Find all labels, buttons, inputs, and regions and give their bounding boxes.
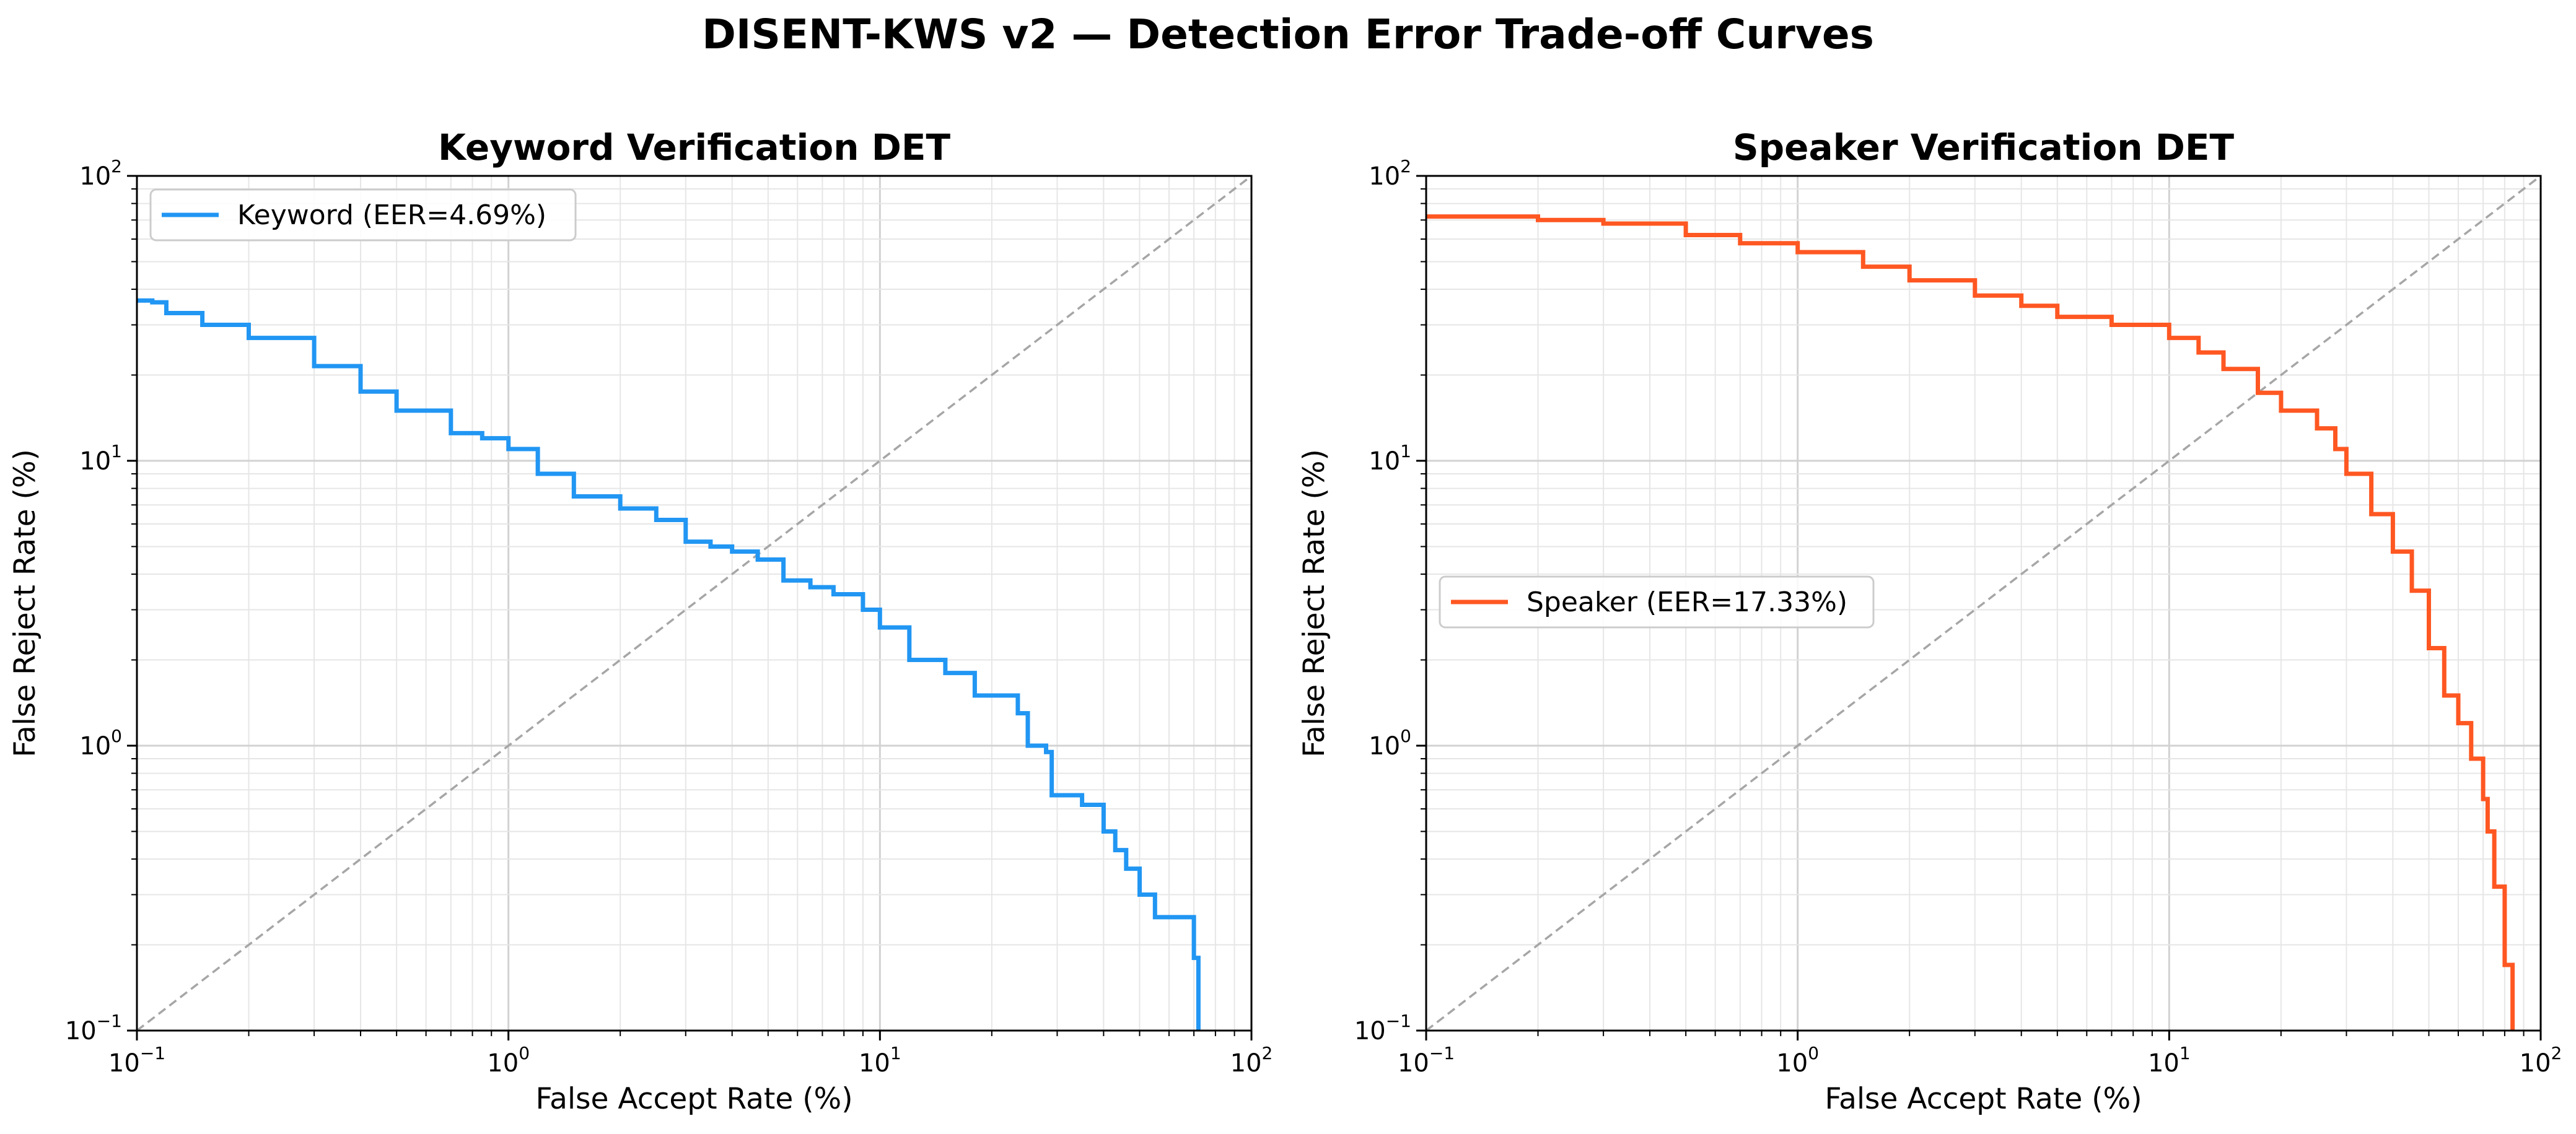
legend-label: Keyword (EER=4.69%) [237,199,546,231]
x-tick-base: 10 [487,1049,519,1078]
legend-box [149,188,577,242]
figure-title: DISENT-KWS v2 — Detection Error Trade-of… [702,11,1874,58]
legend-box [1439,575,1875,629]
x-axis-label: False Accept Rate (%) [1825,1082,2142,1116]
y-tick-label: 10−1 [1354,1011,1411,1045]
y-axis-label: False Reject Rate (%) [8,449,42,757]
y-tick-base: 10 [1369,732,1400,761]
y-tick-label: 101 [79,441,122,476]
x-tick-exponent: 1 [890,1043,901,1063]
y-axis-label: False Reject Rate (%) [1297,449,1331,757]
x-tick-label: 101 [2148,1043,2191,1078]
legend: Speaker (EER=17.33%) [1439,575,1875,629]
y-tick-exponent: 1 [1400,441,1411,461]
axes-frame [136,175,1253,1032]
y-tick-exponent: 1 [111,441,122,461]
legend: Keyword (EER=4.69%) [149,188,577,242]
x-tick-base: 10 [859,1049,890,1078]
y-tick-exponent: 2 [1400,156,1411,177]
x-tick-label: 102 [2520,1043,2562,1078]
x-tick-exponent: −1 [140,1043,165,1063]
det-curve [137,298,1201,1031]
y-tick-base: 10 [79,162,111,191]
y-tick-base: 10 [1354,1017,1386,1045]
y-tick-label: 102 [79,156,122,191]
y-tick-base: 10 [79,732,111,761]
y-tick-label: 100 [1369,726,1411,761]
x-tick-base: 10 [2520,1049,2551,1078]
y-tick-label: 100 [79,726,122,761]
legend-label: Speaker (EER=17.33%) [1527,587,1847,618]
y-tick-base: 10 [79,447,111,476]
x-tick-label: 10−1 [108,1043,165,1078]
x-axis-label: False Accept Rate (%) [535,1082,852,1116]
x-tick-exponent: 0 [1808,1043,1819,1063]
x-tick-base: 10 [2148,1049,2180,1078]
det-curve [1426,214,2515,1031]
panel-title: Speaker Verification DET [1733,126,2235,168]
diagonal-reference-line [1425,175,2542,1032]
y-tick-exponent: −1 [97,1011,122,1031]
x-tick-base: 10 [1398,1049,1429,1078]
y-tick-label: 102 [1369,156,1411,191]
x-tick-label: 102 [1230,1043,1273,1078]
x-tick-exponent: 1 [2180,1043,2191,1063]
y-tick-label: 10−1 [65,1011,122,1045]
y-tick-exponent: 0 [111,726,122,746]
y-tick-base: 10 [1369,162,1400,191]
x-tick-exponent: 2 [2551,1043,2562,1063]
diagonal-reference-line [136,175,1253,1032]
x-tick-label: 100 [487,1043,530,1078]
x-tick-exponent: 0 [519,1043,530,1063]
y-tick-label: 101 [1369,441,1411,476]
y-tick-exponent: 2 [111,156,122,177]
x-tick-label: 10−1 [1398,1043,1455,1078]
x-tick-base: 10 [1230,1049,1262,1078]
x-tick-base: 10 [108,1049,140,1078]
panel-title: Keyword Verification DET [438,126,951,168]
axes-frame [1425,175,2542,1032]
x-tick-base: 10 [1776,1049,1808,1078]
y-tick-exponent: −1 [1386,1011,1411,1031]
y-tick-exponent: 0 [1400,726,1411,746]
y-tick-base: 10 [65,1017,97,1045]
x-tick-label: 101 [859,1043,901,1078]
y-tick-base: 10 [1369,447,1400,476]
x-tick-label: 100 [1776,1043,1819,1078]
x-tick-exponent: 2 [1262,1043,1273,1063]
x-tick-exponent: −1 [1429,1043,1455,1063]
